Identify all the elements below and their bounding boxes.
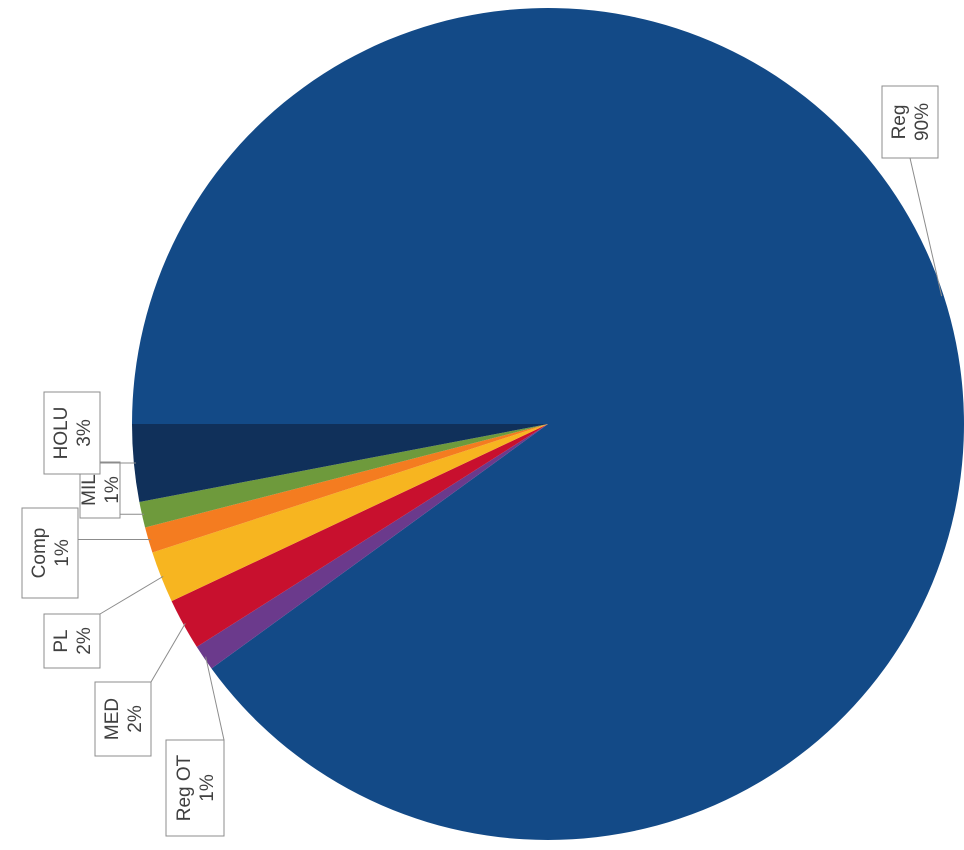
leader-line-med — [150, 623, 186, 683]
data-label-reg: Reg 90% — [881, 85, 943, 297]
data-label-value-reg: 90% — [912, 103, 933, 141]
pie-slice-reg — [132, 8, 964, 840]
pie-slice-reg-ot — [196, 424, 548, 669]
data-label-value-mil: 1% — [102, 476, 123, 504]
slices-layer — [132, 8, 964, 840]
data-label-name-comp: Comp — [29, 528, 50, 579]
data-label-box-reg-ot — [165, 739, 225, 837]
pie-slice-mil — [139, 424, 548, 528]
pie-slice-pl — [152, 424, 549, 602]
data-label-box-pl — [43, 613, 101, 669]
data-label-box-reg — [881, 85, 939, 159]
pie-slice-holu — [132, 424, 548, 502]
data-label-box-holu — [43, 391, 101, 475]
data-label-text-comp: Comp 1% — [29, 528, 73, 579]
data-label-reg-ot: Reg OT 1% — [165, 656, 225, 837]
data-label-name-pl: PL — [51, 629, 72, 652]
data-label-name-mil: MIL — [79, 474, 100, 506]
leader-line-reg — [909, 157, 943, 297]
data-label-value-reg-ot: 1% — [197, 774, 218, 802]
data-label-med: MED 2% — [94, 623, 186, 757]
data-label-text-mil: MIL 1% — [79, 474, 123, 506]
data-label-name-holu: HOLU — [51, 407, 72, 460]
data-label-name-med: MED — [102, 698, 123, 740]
data-label-pl: PL 2% — [43, 575, 164, 669]
data-label-value-comp: 1% — [52, 539, 73, 567]
data-label-name-reg-ot: Reg OT — [174, 754, 195, 821]
data-label-value-holu: 3% — [74, 419, 95, 447]
leader-line-pl — [99, 575, 164, 615]
data-label-text-pl: PL 2% — [51, 627, 95, 655]
data-label-value-pl: 2% — [74, 627, 95, 655]
pie-slice-med — [171, 424, 548, 647]
data-label-holu: HOLU 3% — [43, 391, 136, 475]
data-label-name-reg: Reg — [889, 105, 910, 140]
data-label-comp: Comp 1% — [21, 507, 151, 599]
data-label-text-holu: HOLU 3% — [51, 407, 95, 460]
data-label-value-med: 2% — [125, 705, 146, 733]
pie-slice-comp — [145, 424, 549, 553]
data-label-box-med — [94, 681, 152, 757]
data-label-box-comp — [21, 507, 79, 599]
data-label-text-reg: Reg 90% — [889, 103, 933, 141]
data-label-text-med: MED 2% — [102, 698, 146, 740]
leader-line-reg-ot — [205, 656, 225, 741]
labels-layer: Reg 90%Reg OT 1%MED 2%PL 2%Comp 1%MIL 1%HOLU 3% — [21, 85, 943, 837]
data-label-text-reg-ot: Reg OT 1% — [174, 754, 218, 821]
